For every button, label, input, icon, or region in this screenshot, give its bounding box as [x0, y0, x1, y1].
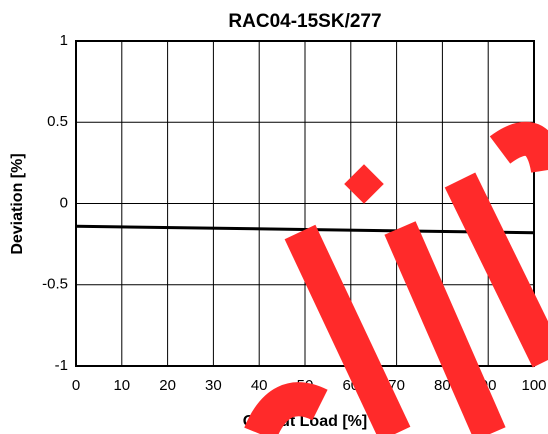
data-line: [75, 224, 535, 235]
y-tick-label: -1: [55, 357, 68, 374]
x-tick-label: 40: [251, 377, 268, 394]
x-tick-label: 10: [113, 377, 130, 394]
watermark: [244, 121, 548, 434]
plot-area: 0 10 20 30 40 50 60 70 80 90 100-1-0.500.51: [42, 32, 546, 394]
watermark-stroke: [444, 172, 548, 368]
y-tick-label: 0.5: [47, 113, 68, 130]
watermark-stroke: [384, 221, 506, 434]
x-tick-label: 30: [205, 377, 222, 394]
watermark-arc: [489, 121, 548, 174]
watermark-arc: [244, 382, 328, 434]
x-tick-label: 80: [434, 377, 451, 394]
x-tick-label: 20: [159, 377, 176, 394]
watermark-dot: [344, 164, 384, 204]
y-tick-label: 1: [60, 32, 68, 49]
x-tick-label: 100: [521, 377, 546, 394]
y-tick-label: 0: [60, 194, 68, 211]
x-tick-label: 0: [72, 377, 80, 394]
chart-title: RAC04-15SK/277: [228, 11, 381, 32]
watermark-stroke: [284, 224, 411, 434]
y-tick-label: -0.5: [42, 276, 68, 293]
plot-frame: [75, 40, 535, 367]
y-axis-label: Deviation [%]: [9, 153, 26, 254]
